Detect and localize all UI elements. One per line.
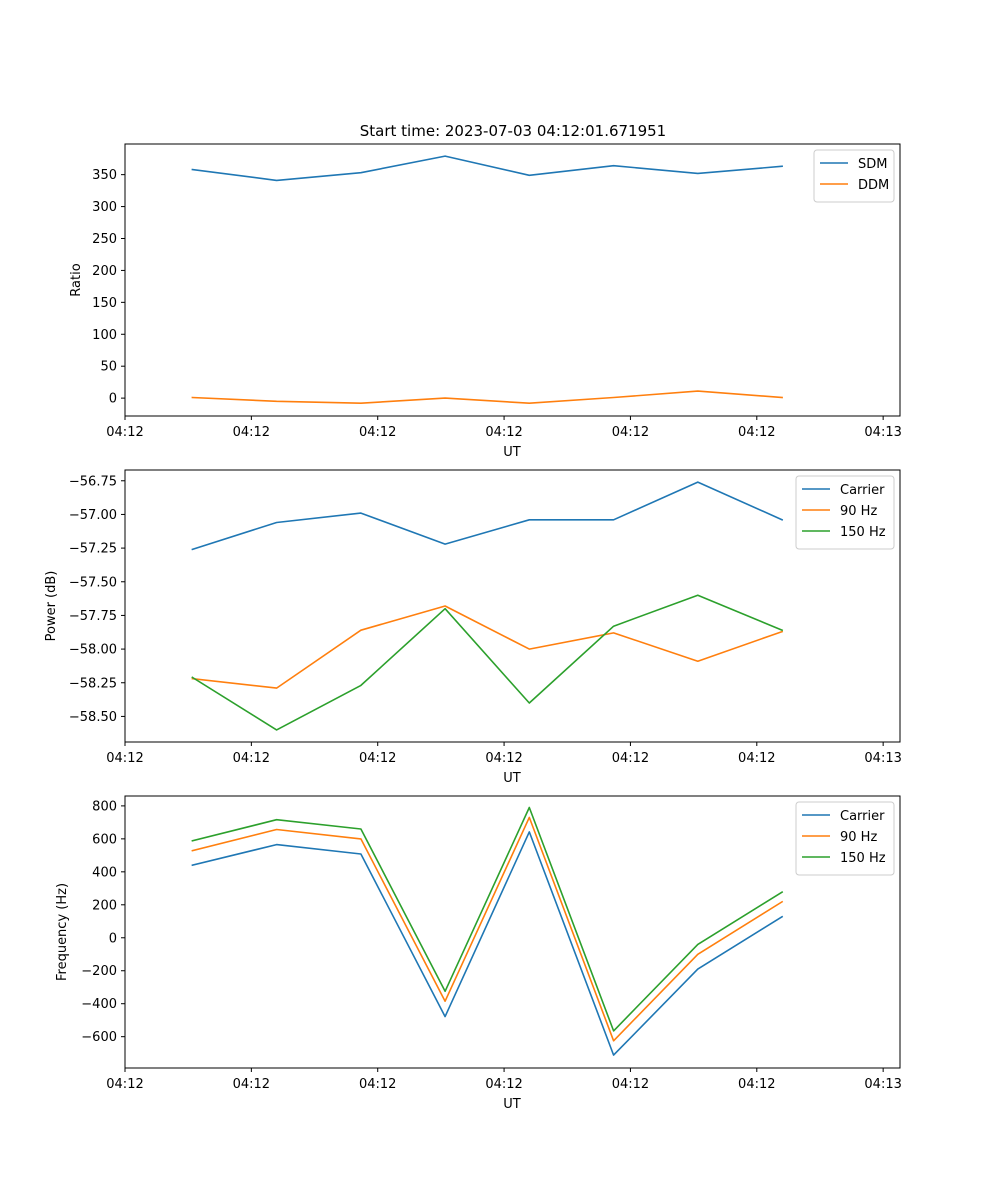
power-plot-frame [124, 469, 901, 743]
frequency-y-tick-label: 400 [92, 865, 117, 880]
ratio-x-tick-label: 04:13 [864, 425, 901, 440]
frequency-x-tick-label: 04:12 [359, 1077, 396, 1092]
ratio-y-tick-label: 350 [92, 168, 117, 183]
power-y-tick-label: −57.00 [69, 508, 117, 523]
power-x-tick-label: 04:12 [233, 751, 270, 766]
ratio-y-tick-label: 250 [92, 232, 117, 247]
frequency-y-axis-label: Frequency (Hz) [55, 883, 70, 981]
ratio-y-tick-label: 50 [100, 360, 117, 375]
power-y-axis-label: Power (dB) [44, 571, 59, 642]
ratio-plot-frame [124, 143, 901, 417]
frequency-y-tick-label: 200 [92, 898, 117, 913]
frequency-x-tick-label: 04:12 [612, 1077, 649, 1092]
ratio-series-sdm-line [191, 155, 783, 182]
power-series-90-hz-line [191, 605, 784, 689]
frequency-y-tick-label: −600 [81, 1030, 117, 1045]
frequency-y-tick-label: 600 [92, 832, 117, 847]
frequency-x-tick-label: 04:13 [864, 1077, 901, 1092]
power-panel: 04:12 04:12 04:12 04:12 04:12 04:12 04:13 −58.5… [44, 469, 902, 786]
frequency-y-tick-label: 800 [92, 799, 117, 814]
power-x-axis-label: UT [503, 771, 521, 786]
power-legend-label: 90 Hz [840, 504, 877, 519]
power-y-tick-label: −57.50 [69, 575, 117, 590]
ratio-x-tick-label: 04:12 [485, 425, 522, 440]
power-x-tick-label: 04:12 [106, 751, 143, 766]
ratio-x-tick-label: 04:12 [612, 425, 649, 440]
ratio-legend-label: DDM [858, 178, 889, 193]
ratio-y-axis-label: Ratio [69, 263, 84, 296]
power-x-tick-label: 04:12 [738, 751, 775, 766]
power-y-tick-label: −58.00 [69, 643, 117, 658]
frequency-series-carrier-line [191, 831, 784, 1056]
ratio-x-tick-label: 04:12 [106, 425, 143, 440]
power-y-tick-label: −58.25 [69, 676, 117, 691]
ratio-y-tick-label: 200 [92, 264, 117, 279]
power-series-carrier-line [191, 481, 784, 551]
power-y-tick-label: −57.25 [69, 542, 117, 557]
ratio-x-axis-label: UT [503, 445, 521, 460]
frequency-legend-label: 90 Hz [840, 830, 877, 845]
power-x-tick-label: 04:12 [612, 751, 649, 766]
ratio-y-tick-label: 100 [92, 328, 117, 343]
frequency-x-tick-label: 04:12 [106, 1077, 143, 1092]
frequency-x-tick-label: 04:12 [738, 1077, 775, 1092]
frequency-y-tick-label: 0 [109, 931, 117, 946]
ratio-series-ddm-line [191, 390, 783, 405]
ratio-x-tick-label: 04:12 [233, 425, 270, 440]
frequency-y-tick-label: −400 [81, 997, 117, 1012]
power-y-tick-label: −56.75 [69, 474, 117, 489]
ratio-y-tick-label: 0 [109, 392, 117, 407]
ratio-panel: 04:12 04:12 04:12 04:12 04:12 04:12 04:13 0 50 10… [69, 143, 902, 460]
frequency-series-90-hz-line [191, 816, 784, 1042]
chart-title: Start time: 2023-07-03 04:12:01.671951 [360, 122, 666, 140]
frequency-x-axis-label: UT [503, 1097, 521, 1112]
frequency-x-tick-label: 04:12 [233, 1077, 270, 1092]
frequency-legend-label: Carrier [840, 809, 885, 824]
ratio-x-tick-label: 04:12 [359, 425, 396, 440]
ratio-legend-label: SDM [858, 157, 887, 172]
frequency-series-150-hz-line [191, 806, 784, 1032]
power-y-tick-label: −58.50 [69, 710, 117, 725]
frequency-y-tick-label: −200 [81, 964, 117, 979]
ratio-y-tick-label: 150 [92, 296, 117, 311]
frequency-panel: 04:12 04:12 04:12 04:12 04:12 04:12 04:13 −600 −… [55, 795, 902, 1112]
power-legend-label: Carrier [840, 483, 885, 498]
frequency-x-tick-label: 04:12 [485, 1077, 522, 1092]
frequency-legend-label: 150 Hz [840, 851, 886, 866]
power-series-150-hz-line [191, 594, 784, 731]
power-x-tick-label: 04:12 [359, 751, 396, 766]
frequency-plot-frame [124, 795, 901, 1069]
power-x-tick-label: 04:13 [864, 751, 901, 766]
power-y-tick-label: −57.75 [69, 609, 117, 624]
power-legend-label: 150 Hz [840, 525, 886, 540]
ratio-y-tick-label: 300 [92, 200, 117, 215]
ratio-x-tick-label: 04:12 [738, 425, 775, 440]
power-x-tick-label: 04:12 [485, 751, 522, 766]
